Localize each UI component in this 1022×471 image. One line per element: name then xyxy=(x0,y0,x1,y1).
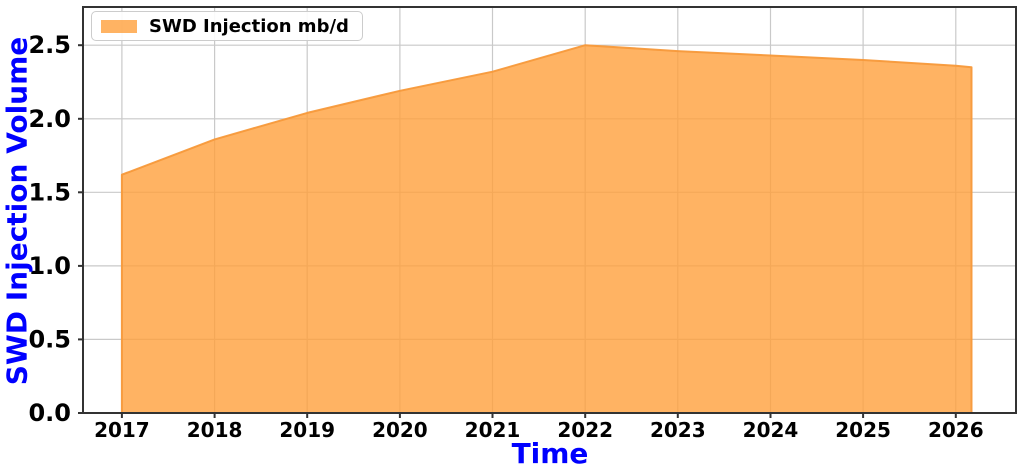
y-tick-label: 2.0 xyxy=(28,105,71,133)
y-tick-label: 0.5 xyxy=(28,325,71,353)
area-series xyxy=(120,44,973,414)
legend: SWD Injection mb/d xyxy=(91,11,363,41)
y-tick-label: 2.5 xyxy=(28,31,71,59)
x-tick-label: 2017 xyxy=(94,418,150,442)
x-tick-label: 2025 xyxy=(835,418,891,442)
x-tick-label: 2018 xyxy=(187,418,243,442)
y-tick-label: 0.0 xyxy=(28,399,71,427)
x-tick-label: 2024 xyxy=(743,418,799,442)
y-tick-label: 1.5 xyxy=(28,178,71,206)
y-tick-label: 1.0 xyxy=(28,252,71,280)
x-tick-label: 2019 xyxy=(279,418,335,442)
y-axis-label: SWD Injection Volume xyxy=(0,36,34,386)
x-tick-label: 2020 xyxy=(372,418,428,442)
x-tick-label: 2021 xyxy=(465,418,521,442)
x-tick-label: 2023 xyxy=(650,418,706,442)
plot-border xyxy=(82,6,1017,414)
legend-label: SWD Injection mb/d xyxy=(149,15,349,37)
legend-swatch-icon xyxy=(101,19,137,33)
x-tick-label: 2022 xyxy=(557,418,613,442)
x-tick-label: 2026 xyxy=(928,418,984,442)
x-axis-label: Time xyxy=(511,437,589,470)
